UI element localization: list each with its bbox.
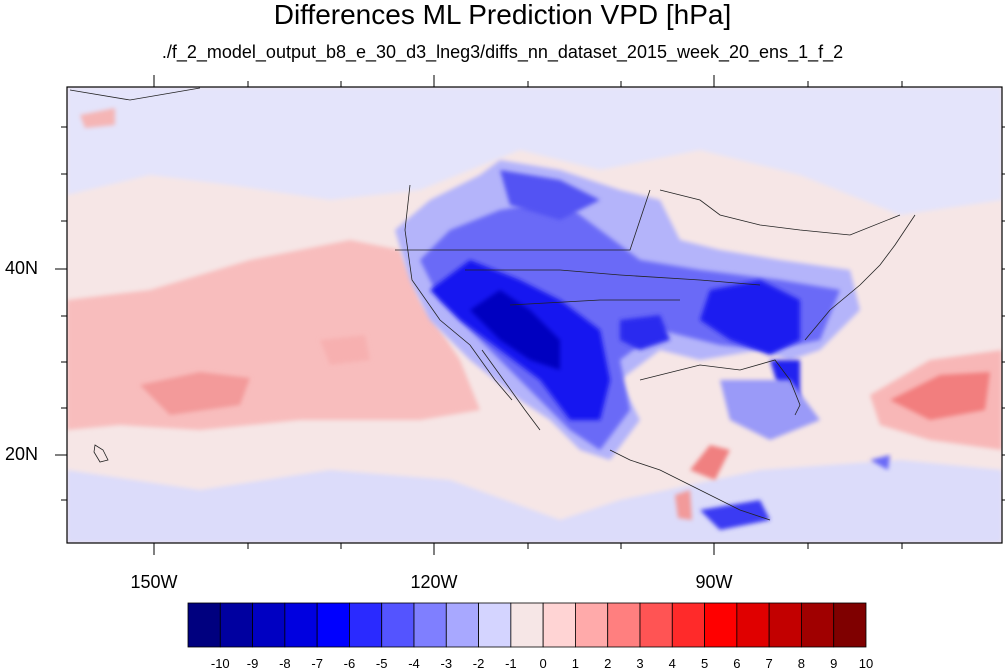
colorbar-swatch xyxy=(219,602,253,648)
colorbar-tick-label: 8 xyxy=(797,656,806,671)
map-title: Differences ML Prediction VPD [hPa] xyxy=(273,0,732,30)
colorbar-tick-label: -6 xyxy=(343,656,356,671)
colorbar-swatch xyxy=(671,602,705,648)
colorbar-tick-label: -1 xyxy=(505,656,517,671)
colorbar-tick-label: 6 xyxy=(733,656,741,671)
map-subtitle: ./f_2_model_output_b8_e_30_d3_lneg3/diff… xyxy=(161,42,844,62)
colorbar-swatch xyxy=(316,602,350,648)
colorbar-tick-label: 0 xyxy=(539,656,547,671)
colorbar-swatch xyxy=(349,602,383,648)
colorbar-tick-label: 2 xyxy=(604,656,612,671)
colorbar-swatch xyxy=(575,602,609,648)
map-frame xyxy=(66,86,1003,544)
longitude-label: 150W xyxy=(130,572,178,592)
colorbar-swatch xyxy=(542,602,576,648)
colorbar-swatch xyxy=(607,602,641,648)
colorbar-swatch xyxy=(510,602,544,648)
colorbar-swatch xyxy=(768,602,802,648)
colorbar-swatch xyxy=(478,602,512,648)
colorbar-swatch xyxy=(413,602,447,648)
longitude-label: 120W xyxy=(410,572,458,592)
colorbar-swatch xyxy=(381,602,415,648)
colorbar-tick-label: 4 xyxy=(668,656,676,671)
map-field xyxy=(67,87,1002,543)
colorbar-swatch xyxy=(252,602,286,648)
colorbar-swatch xyxy=(704,602,738,648)
colorbar-tick-label: 1 xyxy=(571,656,580,671)
axis-ticks xyxy=(55,75,1005,555)
colorbar-tick-label: -7 xyxy=(311,656,323,671)
colorbar-swatch xyxy=(736,602,770,648)
latitude-label: 20N xyxy=(4,444,38,464)
longitude-label: 90W xyxy=(695,572,733,592)
colorbar-tick-label: -10 xyxy=(210,656,230,671)
colorbar-swatch xyxy=(284,602,318,648)
colorbar xyxy=(187,602,867,648)
colorbar-tick-label: 7 xyxy=(765,656,773,671)
colorbar-tick-label: 9 xyxy=(830,656,838,671)
latitude-label: 40N xyxy=(4,258,38,278)
colorbar-tick-label: 10 xyxy=(858,656,874,671)
colorbar-tick-label: -3 xyxy=(440,656,453,671)
coastlines xyxy=(69,87,916,521)
colorbar-swatch xyxy=(445,602,479,648)
colorbar-tick-label: -4 xyxy=(408,656,420,671)
colorbar-tick-label: -8 xyxy=(279,656,291,671)
colorbar-swatch xyxy=(639,602,673,648)
colorbar-tick-label: -9 xyxy=(246,656,259,671)
colorbar-tick-label: 5 xyxy=(700,656,709,671)
colorbar-swatch xyxy=(833,602,867,648)
colorbar-tick-label: -5 xyxy=(375,656,388,671)
colorbar-swatch xyxy=(187,602,221,648)
colorbar-tick-label: 3 xyxy=(636,656,644,671)
colorbar-swatch xyxy=(801,602,835,648)
colorbar-tick-label: -2 xyxy=(472,656,485,671)
